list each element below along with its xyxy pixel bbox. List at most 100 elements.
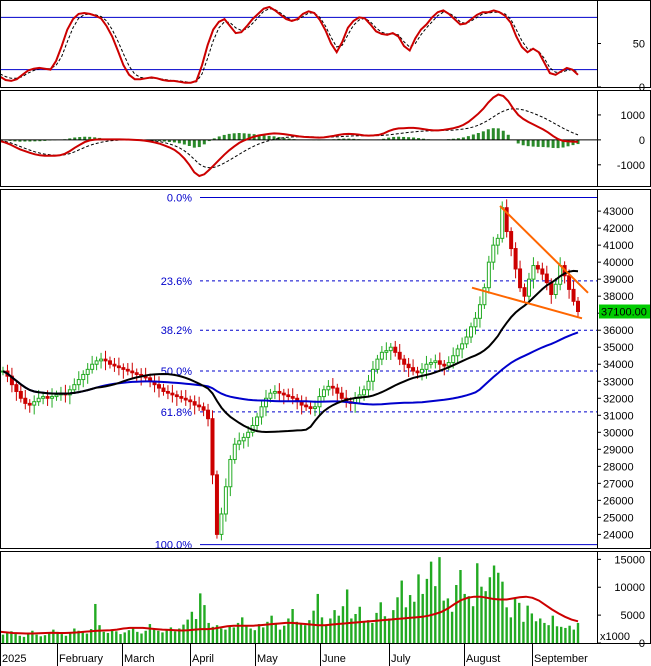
candle-body (27, 402, 32, 406)
candle-body (424, 363, 429, 370)
candle-body (112, 363, 117, 367)
candle-body (535, 265, 540, 270)
macd-tick-label: 1000 (621, 110, 645, 122)
candle-body (14, 384, 19, 392)
price-tick-label: 25000 (603, 512, 634, 524)
price-tick-label: 32000 (603, 393, 634, 405)
candle-body (94, 360, 99, 365)
candle-body (41, 396, 46, 399)
candle-body (121, 367, 126, 370)
candle-body (513, 248, 518, 270)
candle-body (339, 392, 344, 399)
candle-body (183, 397, 188, 401)
price-tick-label: 24000 (603, 529, 634, 541)
candle-body (241, 436, 246, 442)
candle-body (544, 273, 549, 284)
price-tick-label: 43000 (603, 206, 634, 218)
price-tick-label: 41000 (603, 240, 634, 252)
price-tick-label: 27000 (603, 478, 634, 490)
candle-body (206, 409, 211, 420)
candle-body (157, 384, 162, 389)
price-tick-label: 33000 (603, 376, 634, 388)
candle-body (281, 392, 286, 396)
candle-body (375, 358, 380, 370)
candle-body (370, 368, 375, 382)
candle-body (272, 390, 277, 394)
candle-body (18, 390, 23, 399)
last-price-tag (599, 304, 651, 319)
price-tick-label: 38000 (603, 291, 634, 303)
candle-body (72, 384, 77, 391)
candle-body (491, 244, 496, 263)
candle-body (335, 387, 340, 394)
candle-body (576, 300, 580, 313)
candle-body (107, 360, 112, 365)
candle-body (428, 362, 433, 365)
month-label: March (124, 653, 155, 665)
candle-body (130, 370, 135, 374)
candle-body (477, 304, 482, 319)
candle-body (223, 486, 228, 515)
stoch-k-line (0, 5, 579, 84)
month-label: June (322, 653, 346, 665)
candle-body (522, 287, 527, 297)
volume-unit-label: x1000 (600, 631, 630, 643)
candle-body (263, 397, 268, 408)
candle-body (366, 380, 371, 391)
candle-body (90, 363, 95, 370)
fib-level-label: 100.0% (155, 540, 193, 552)
candle-body (571, 288, 576, 302)
candle-body (500, 207, 505, 239)
month-label: September (534, 653, 588, 665)
candle-body (308, 406, 313, 409)
candle-body (201, 406, 206, 411)
candle-body (286, 394, 291, 398)
candle-body (446, 362, 451, 367)
candle-body (161, 387, 166, 392)
candle-body (326, 385, 331, 391)
candle-body (442, 363, 447, 367)
price-tick-label: 40000 (603, 257, 634, 269)
candle-body (455, 348, 460, 357)
candle-body (268, 392, 273, 399)
candle-body (255, 416, 260, 426)
candle-body (237, 440, 242, 445)
macd-signal-line (0, 108, 579, 169)
candle-body (540, 268, 545, 275)
candle-body (192, 401, 197, 406)
candle-body (99, 358, 104, 362)
candle-body (437, 360, 442, 365)
candle-body (411, 367, 416, 372)
candle-body (402, 358, 407, 365)
candle-body (170, 392, 175, 396)
candle-body (23, 397, 28, 404)
price-tick-label: 34000 (603, 359, 634, 371)
stochastic-panel: 500 (0, 5, 645, 94)
price-panel: 4300042000410004000039000380003700036000… (1, 193, 651, 552)
macd-line (0, 93, 579, 178)
wedge-upper-line (499, 205, 589, 294)
stoch-tick-label: 50 (633, 39, 645, 51)
macd-tick-label: 0 (639, 135, 645, 147)
candle-body (76, 379, 81, 386)
candle-body (567, 275, 572, 290)
ma-short-line (2, 269, 579, 434)
price-tick-label: 30000 (603, 427, 634, 439)
price-frame (0, 189, 651, 549)
candle-body (415, 370, 420, 374)
candle-body (406, 363, 411, 369)
candle-body (473, 317, 478, 328)
candle-body (379, 351, 384, 360)
candle-body (219, 513, 224, 535)
candle-body (32, 401, 37, 406)
candle-body (482, 287, 487, 306)
price-tick-label: 31000 (603, 410, 634, 422)
candle-body (277, 390, 282, 394)
candle-body (393, 346, 398, 353)
candle-body (469, 326, 474, 338)
candle-body (290, 396, 295, 399)
candle-body (174, 394, 179, 398)
candle-body (362, 389, 367, 396)
